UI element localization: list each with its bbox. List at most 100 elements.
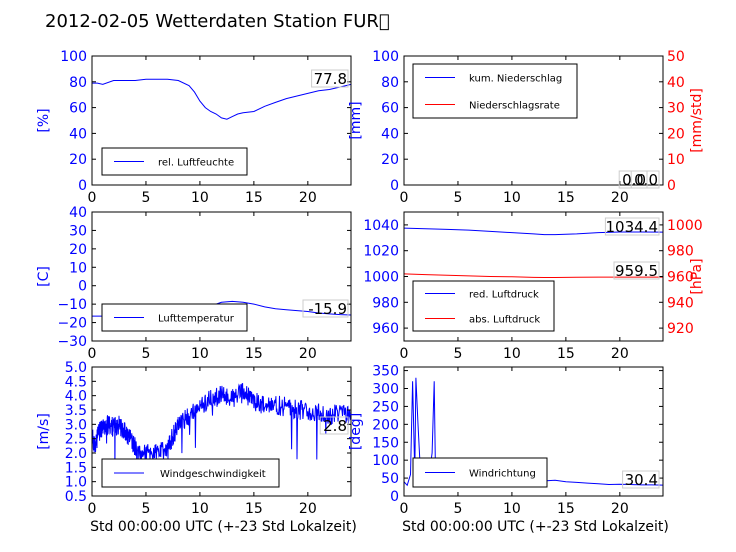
last-value-annotation-secondary: 959.5: [615, 262, 658, 280]
y2-tick-label: 20: [667, 126, 685, 142]
legend-entry: Windgeschwindigkeit: [160, 469, 266, 480]
y-tick-label: 350: [372, 364, 399, 380]
x-tick-label: 5: [141, 501, 150, 517]
y-axis-label: [mm]: [348, 101, 364, 139]
y2-tick-label: 40: [667, 75, 685, 91]
x-tick-label: 20: [299, 501, 317, 517]
x-tick-label: 0: [88, 501, 97, 517]
y-tick-label: 2.0: [65, 446, 87, 462]
y2-tick-label: 940: [667, 295, 694, 311]
legend: kum. Niederschlag Niederschlagsrate: [412, 63, 578, 119]
x-tick-label: 10: [191, 190, 209, 206]
y-tick-label: 80: [381, 75, 399, 91]
x-axis-label: Std 00:00:00 UTC (+-23 Std Lokalzeit): [90, 519, 357, 535]
legend: Lufttemperatur: [101, 303, 248, 332]
x-tick-label: 5: [141, 346, 150, 362]
y-tick-label: −10: [57, 297, 87, 313]
last-value-annotation: -15.9: [308, 300, 347, 318]
x-tick-label: 0: [400, 190, 409, 206]
y2-tick-label: 10: [667, 152, 685, 168]
x-tick-label: 20: [299, 190, 317, 206]
x-tick-label: 20: [611, 346, 629, 362]
x-axis-label: Std 00:00:00 UTC (+-23 Std Lokalzeit): [402, 519, 669, 535]
plot-frame: [403, 366, 664, 497]
y-tick-label: −20: [57, 316, 87, 332]
y-tick-label: 0: [390, 489, 399, 505]
y-tick-label: 2.5: [65, 432, 87, 448]
plot-frame: [91, 366, 352, 497]
x-tick-label: 0: [400, 501, 409, 517]
x-tick-label: 5: [453, 501, 462, 517]
y-tick-label: 150: [372, 435, 399, 451]
figure-title: 2012-02-05 Wetterdaten Station FUR : [45, 11, 390, 32]
series-line-1: [404, 227, 663, 236]
chart-panel-1: 0 5 10 15 20 0 20 40 60 80 100 [%] rel. Luftfeuchte 7…: [36, 49, 352, 206]
y2-tick-label: 50: [667, 49, 685, 65]
y-tick-label: 100: [372, 453, 399, 469]
legend-entry: Windrichtung: [469, 469, 536, 480]
y-tick-label: 4.5: [65, 374, 87, 390]
y2-tick-label: 1000: [667, 218, 703, 234]
legend-entry: red. Luftdruck: [469, 290, 539, 301]
x-tick-label: 10: [503, 501, 521, 517]
legend-entry: kum. Niederschlag: [469, 74, 562, 85]
legend-entry: abs. Luftdruck: [469, 315, 540, 326]
y2-axis-label: [mm/std]: [689, 88, 705, 153]
y-tick-label: 100: [372, 49, 399, 65]
y-tick-label: 0.5: [65, 489, 87, 505]
y-tick-label: 1.5: [65, 460, 87, 476]
last-value-annotation: 77.8: [314, 70, 347, 88]
y-tick-label: 20: [69, 152, 87, 168]
x-tick-label: 15: [245, 501, 263, 517]
y-axis-label: [deg]: [348, 413, 364, 450]
y-tick-label: 250: [372, 399, 399, 415]
legend-entry: Lufttemperatur: [158, 314, 235, 325]
y2-tick-label: 980: [667, 244, 694, 260]
plot-frame: [91, 55, 352, 186]
y2-tick-label: 30: [667, 101, 685, 117]
x-tick-label: 10: [503, 190, 521, 206]
y-tick-label: 0: [390, 178, 399, 194]
x-tick-label: 10: [191, 501, 209, 517]
chart-panel-5: 0 5 10 15 20 0.51.01.52.02.53.03.54.04.55.0 [m…: [36, 360, 357, 535]
y-tick-label: 980: [372, 295, 399, 311]
y-tick-label: 1040: [363, 218, 399, 234]
y2-tick-label: 0: [667, 178, 676, 194]
chart-panel-4: 0 5 10 15 20 960 980 1000 1020 1040 920 940 960 980 10…: [363, 211, 705, 362]
x-tick-label: 10: [503, 346, 521, 362]
y-tick-label: 200: [372, 417, 399, 433]
x-tick-label: 5: [141, 190, 150, 206]
y-tick-label: 300: [372, 382, 399, 398]
y-tick-label: 3.0: [65, 417, 87, 433]
legend: Windrichtung: [412, 457, 548, 488]
y-tick-label: 3.5: [65, 403, 87, 419]
y-tick-label: 40: [381, 126, 399, 142]
x-tick-label: 15: [557, 501, 575, 517]
y-tick-label: 0: [78, 279, 87, 295]
legend-entry: Niederschlagsrate: [469, 101, 560, 112]
y-axis-label: [C]: [36, 266, 52, 287]
last-value-annotation: 1034.4: [606, 218, 659, 236]
y-axis-label: [m/s]: [36, 413, 52, 450]
y-tick-label: 960: [372, 321, 399, 337]
y2-tick-label: 960: [667, 270, 694, 286]
y-tick-label: 80: [69, 75, 87, 91]
y-tick-label: 60: [381, 101, 399, 117]
x-tick-label: 20: [611, 190, 629, 206]
y2-axis-label: [hPa]: [689, 258, 705, 294]
y-tick-label: 1000: [363, 270, 399, 286]
x-tick-label: 15: [557, 346, 575, 362]
y-tick-label: 60: [69, 101, 87, 117]
x-tick-label: 5: [453, 346, 462, 362]
y-tick-label: 1.0: [65, 475, 87, 491]
last-value-annotation: 2.8: [323, 417, 347, 435]
plot-frame: [403, 55, 664, 186]
y-tick-label: 4.0: [65, 389, 87, 405]
y-tick-label: 40: [69, 126, 87, 142]
series-line-2: [404, 273, 663, 278]
chart-panel-3: 0 5 10 15 20 −30 −20 −10 0 10 20 30 40 [C] Lufttempera…: [36, 205, 352, 362]
y-tick-label: 30: [69, 223, 87, 239]
y-tick-label: −30: [57, 334, 87, 350]
x-tick-label: 15: [245, 346, 263, 362]
